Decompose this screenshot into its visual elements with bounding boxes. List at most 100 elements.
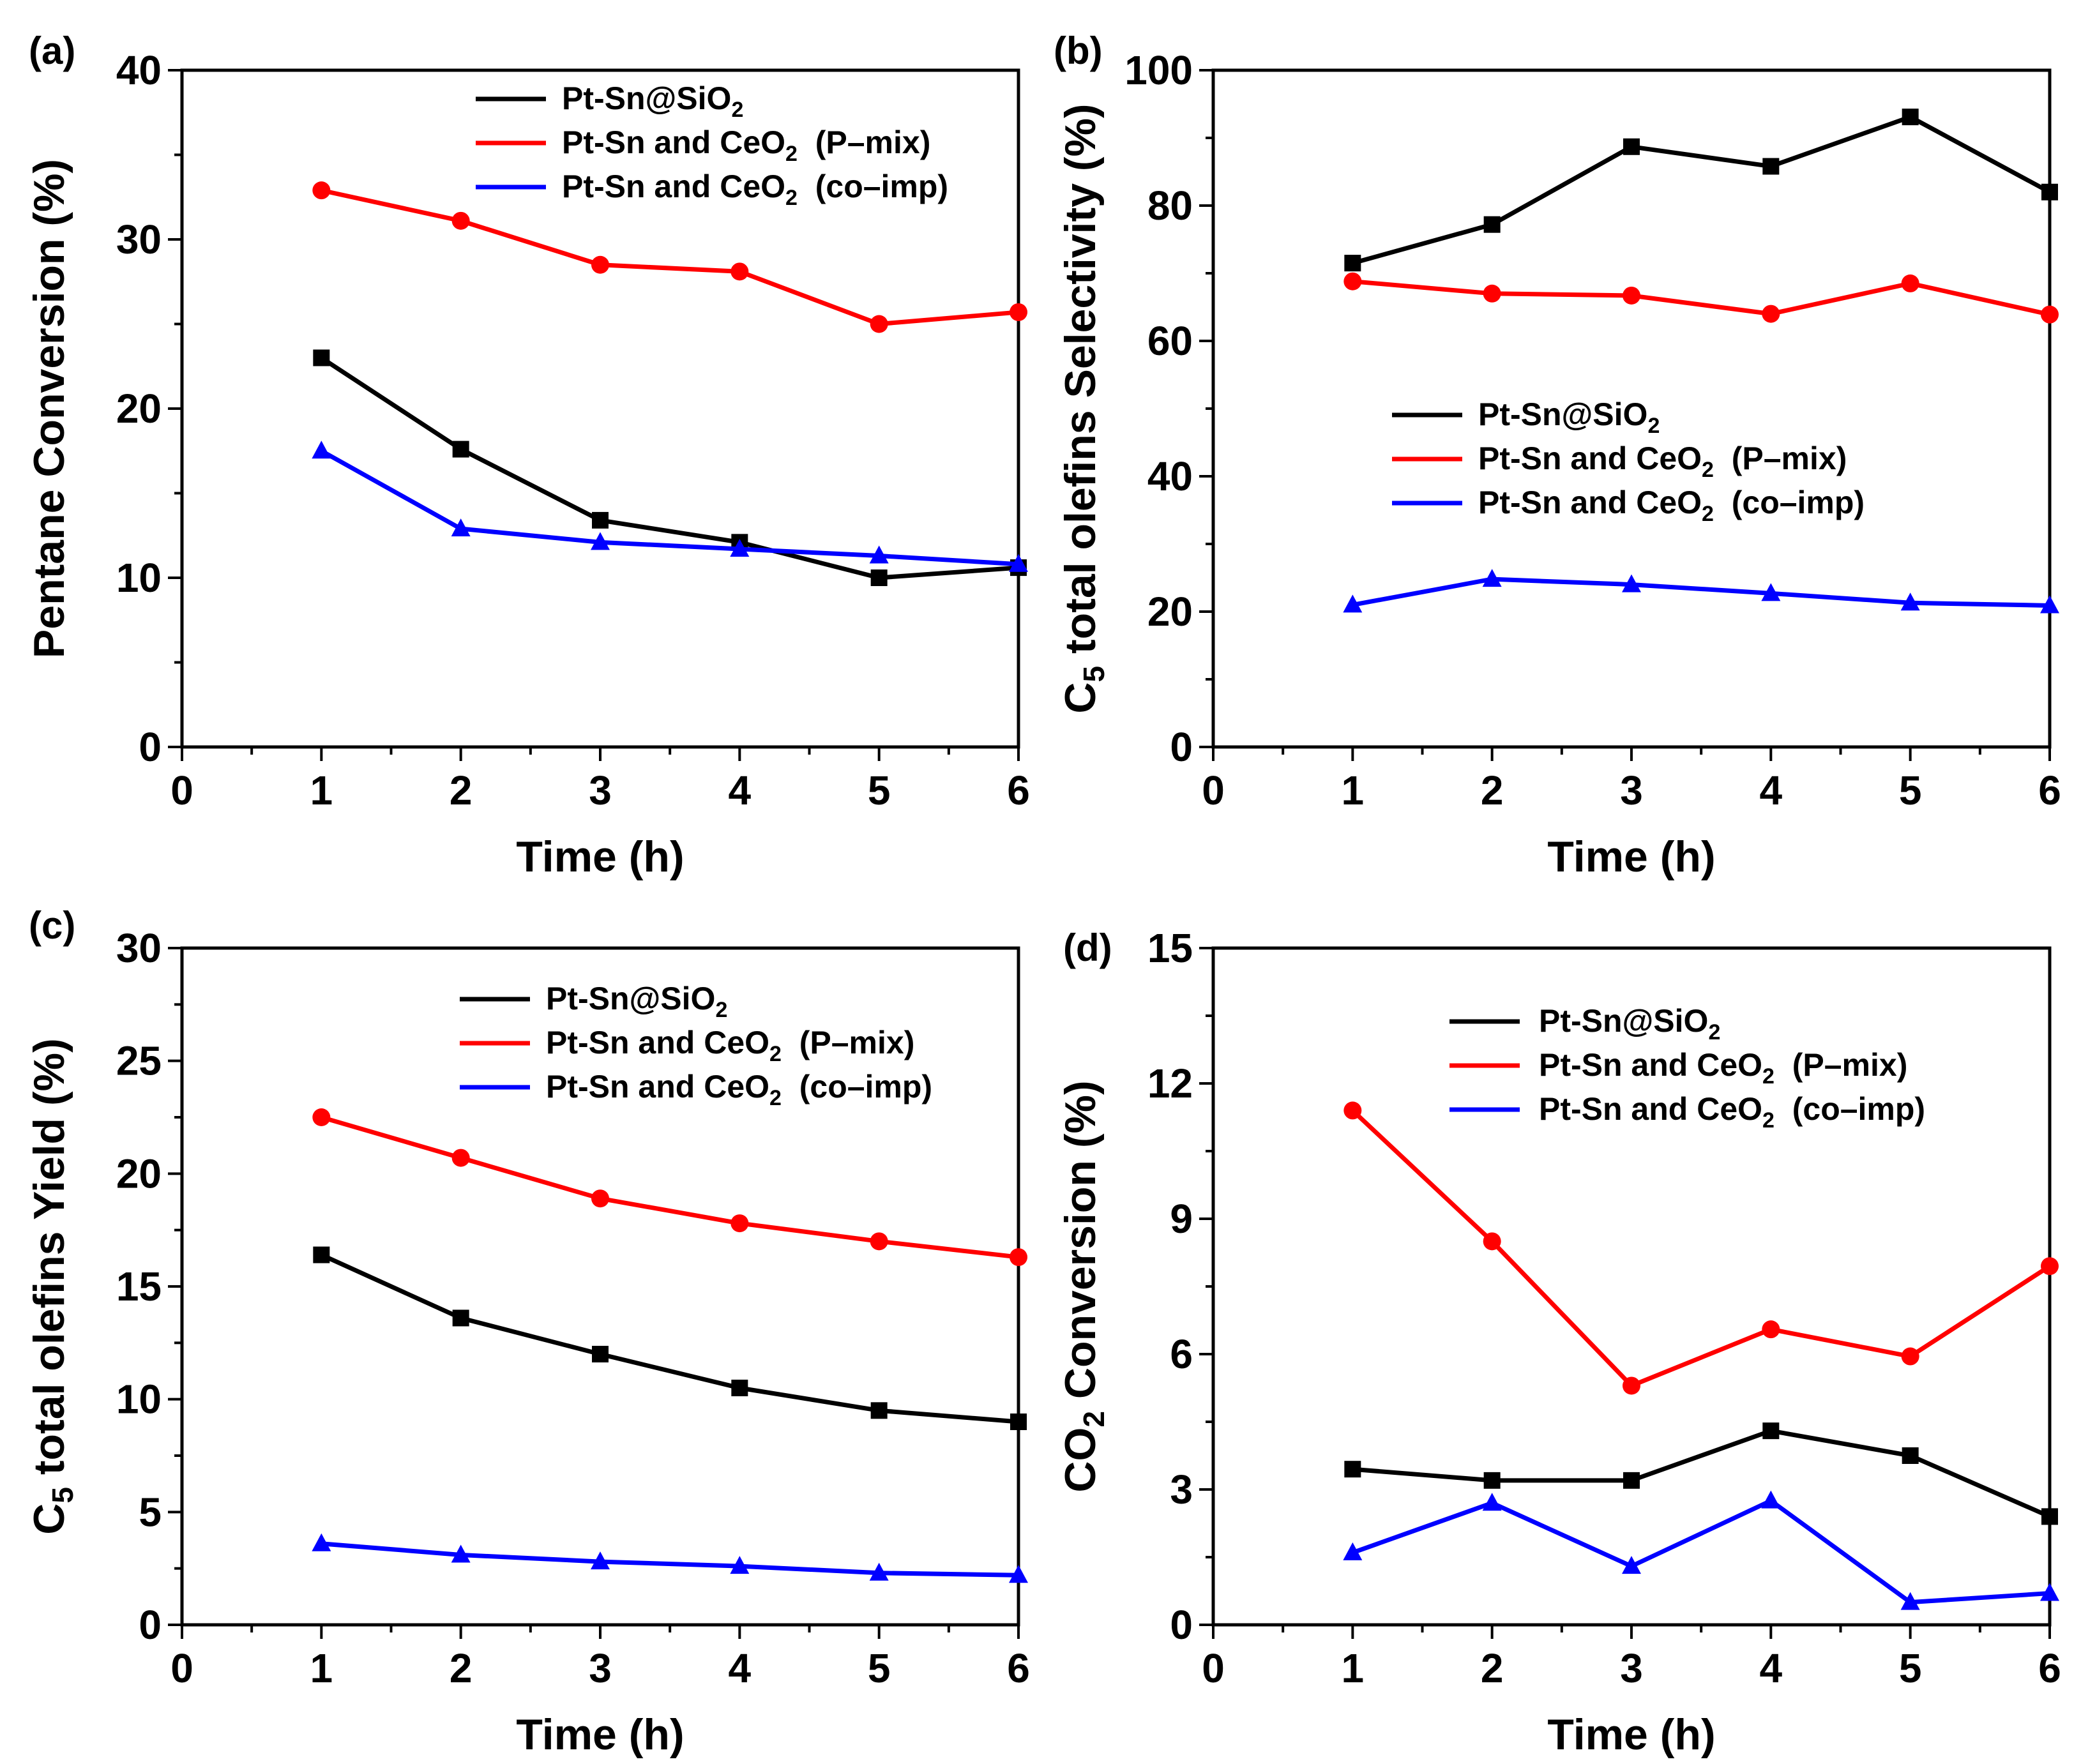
x-tick-label: 4 [729,767,752,813]
y-tick-label: 100 [1124,47,1193,93]
data-point [312,441,331,459]
data-point [1623,138,1640,155]
x-axis-label: Time (h) [1547,833,1715,881]
y-tick-label: 25 [116,1038,162,1084]
series-1 [313,1246,1027,1430]
legend-entry: Pt-Sn and CeO2 (P–mix) [1539,1047,1907,1089]
legend-entry: Pt-Sn and CeO2 (P–mix) [546,1025,914,1066]
x-tick-label: 2 [450,1645,473,1691]
series-3 [1343,1490,2059,1610]
x-tick-label: 3 [1620,767,1643,813]
data-point [1902,1447,1919,1464]
data-point [730,1214,749,1233]
data-point [591,1551,610,1570]
data-point [1343,1101,1362,1120]
y-tick-label: 3 [1170,1466,1193,1512]
data-point [451,1149,470,1167]
y-tick-label: 0 [1170,724,1193,770]
data-point [1482,569,1502,587]
y-tick-label: 80 [1147,183,1193,229]
data-point [1762,158,1780,175]
x-tick-label: 0 [1202,767,1225,813]
data-point [869,1562,889,1581]
x-tick-label: 5 [868,767,891,813]
y-tick-label: 15 [116,1263,162,1309]
data-point [1010,1248,1027,1267]
data-point [869,545,889,564]
data-point [592,1346,609,1362]
series-1 [1344,1422,2058,1525]
data-point [1623,286,1640,305]
data-point [731,1380,748,1396]
x-tick-label: 0 [170,1645,193,1691]
x-axis-label: Time (h) [1547,1710,1715,1759]
series-line [320,356,1019,580]
x-tick-label: 4 [1760,1645,1783,1691]
x-axis-label: Time (h) [516,1710,684,1759]
data-point [1761,583,1781,601]
series-line [1352,114,2051,266]
x-tick-label: 0 [1202,1645,1225,1691]
series-2 [1343,272,2059,324]
x-tick-label: 1 [310,1645,333,1691]
panel-label: (d) [1063,926,1112,969]
data-point [870,1232,888,1251]
series-line [1351,1108,2051,1388]
data-point [313,1246,330,1263]
y-tick-label: 20 [116,1150,162,1196]
legend-entry: Pt-Sn and CeO2 (co–imp) [1478,485,1865,526]
panel-label: (b) [1054,29,1103,72]
data-point [1762,1422,1780,1440]
y-tick-label: 40 [116,47,162,93]
data-point [730,262,749,281]
x-axis-label: Time (h) [516,833,684,881]
data-point [312,1533,331,1551]
x-tick-label: 1 [310,767,333,813]
panel-label: (a) [29,29,75,72]
legend-entry: Pt-Sn and CeO2 (co–imp) [546,1069,932,1110]
y-tick-label: 0 [139,1602,162,1648]
x-tick-label: 3 [589,1645,612,1691]
data-point [1900,592,1920,611]
data-point [1483,216,1501,233]
legend-entry: Pt-Sn@SiO2 [1539,1003,1720,1044]
x-tick-label: 4 [1760,767,1783,813]
series-line [1352,279,2050,317]
legend-entry: Pt-Sn@SiO2 [562,80,743,122]
data-point [2041,1508,2058,1525]
x-tick-label: 1 [1342,1645,1365,1691]
data-point [452,1309,469,1327]
y-tick-label: 40 [1147,453,1193,499]
x-tick-label: 6 [1007,1645,1030,1691]
data-point [1343,594,1363,613]
data-point [1009,554,1028,572]
data-point [313,349,330,366]
data-point [1622,574,1641,592]
data-point [730,538,750,557]
data-point [451,211,470,230]
data-point [1622,1556,1641,1574]
y-tick-label: 6 [1170,1331,1193,1377]
y-axis-label: C5 total olefins Selectivity (%) [1056,103,1110,713]
x-tick-label: 2 [1481,767,1504,813]
y-tick-label: 30 [116,216,162,262]
y-tick-label: 9 [1170,1196,1193,1242]
data-point [1482,1493,1502,1511]
series-line [1352,1498,2050,1605]
y-tick-label: 30 [116,925,162,971]
legend-entry: Pt-Sn and CeO2 (co–imp) [562,169,948,210]
series-3 [1343,569,2059,614]
x-tick-label: 2 [450,767,473,813]
data-point [870,569,888,586]
series-line [320,449,1019,567]
panel-label: (c) [29,904,75,947]
data-point [1483,1232,1501,1251]
series-line [321,1115,1019,1260]
series-2 [312,1108,1027,1267]
y-axis-label: Pentane Conversion (%) [25,159,73,658]
data-point [1010,1413,1027,1430]
